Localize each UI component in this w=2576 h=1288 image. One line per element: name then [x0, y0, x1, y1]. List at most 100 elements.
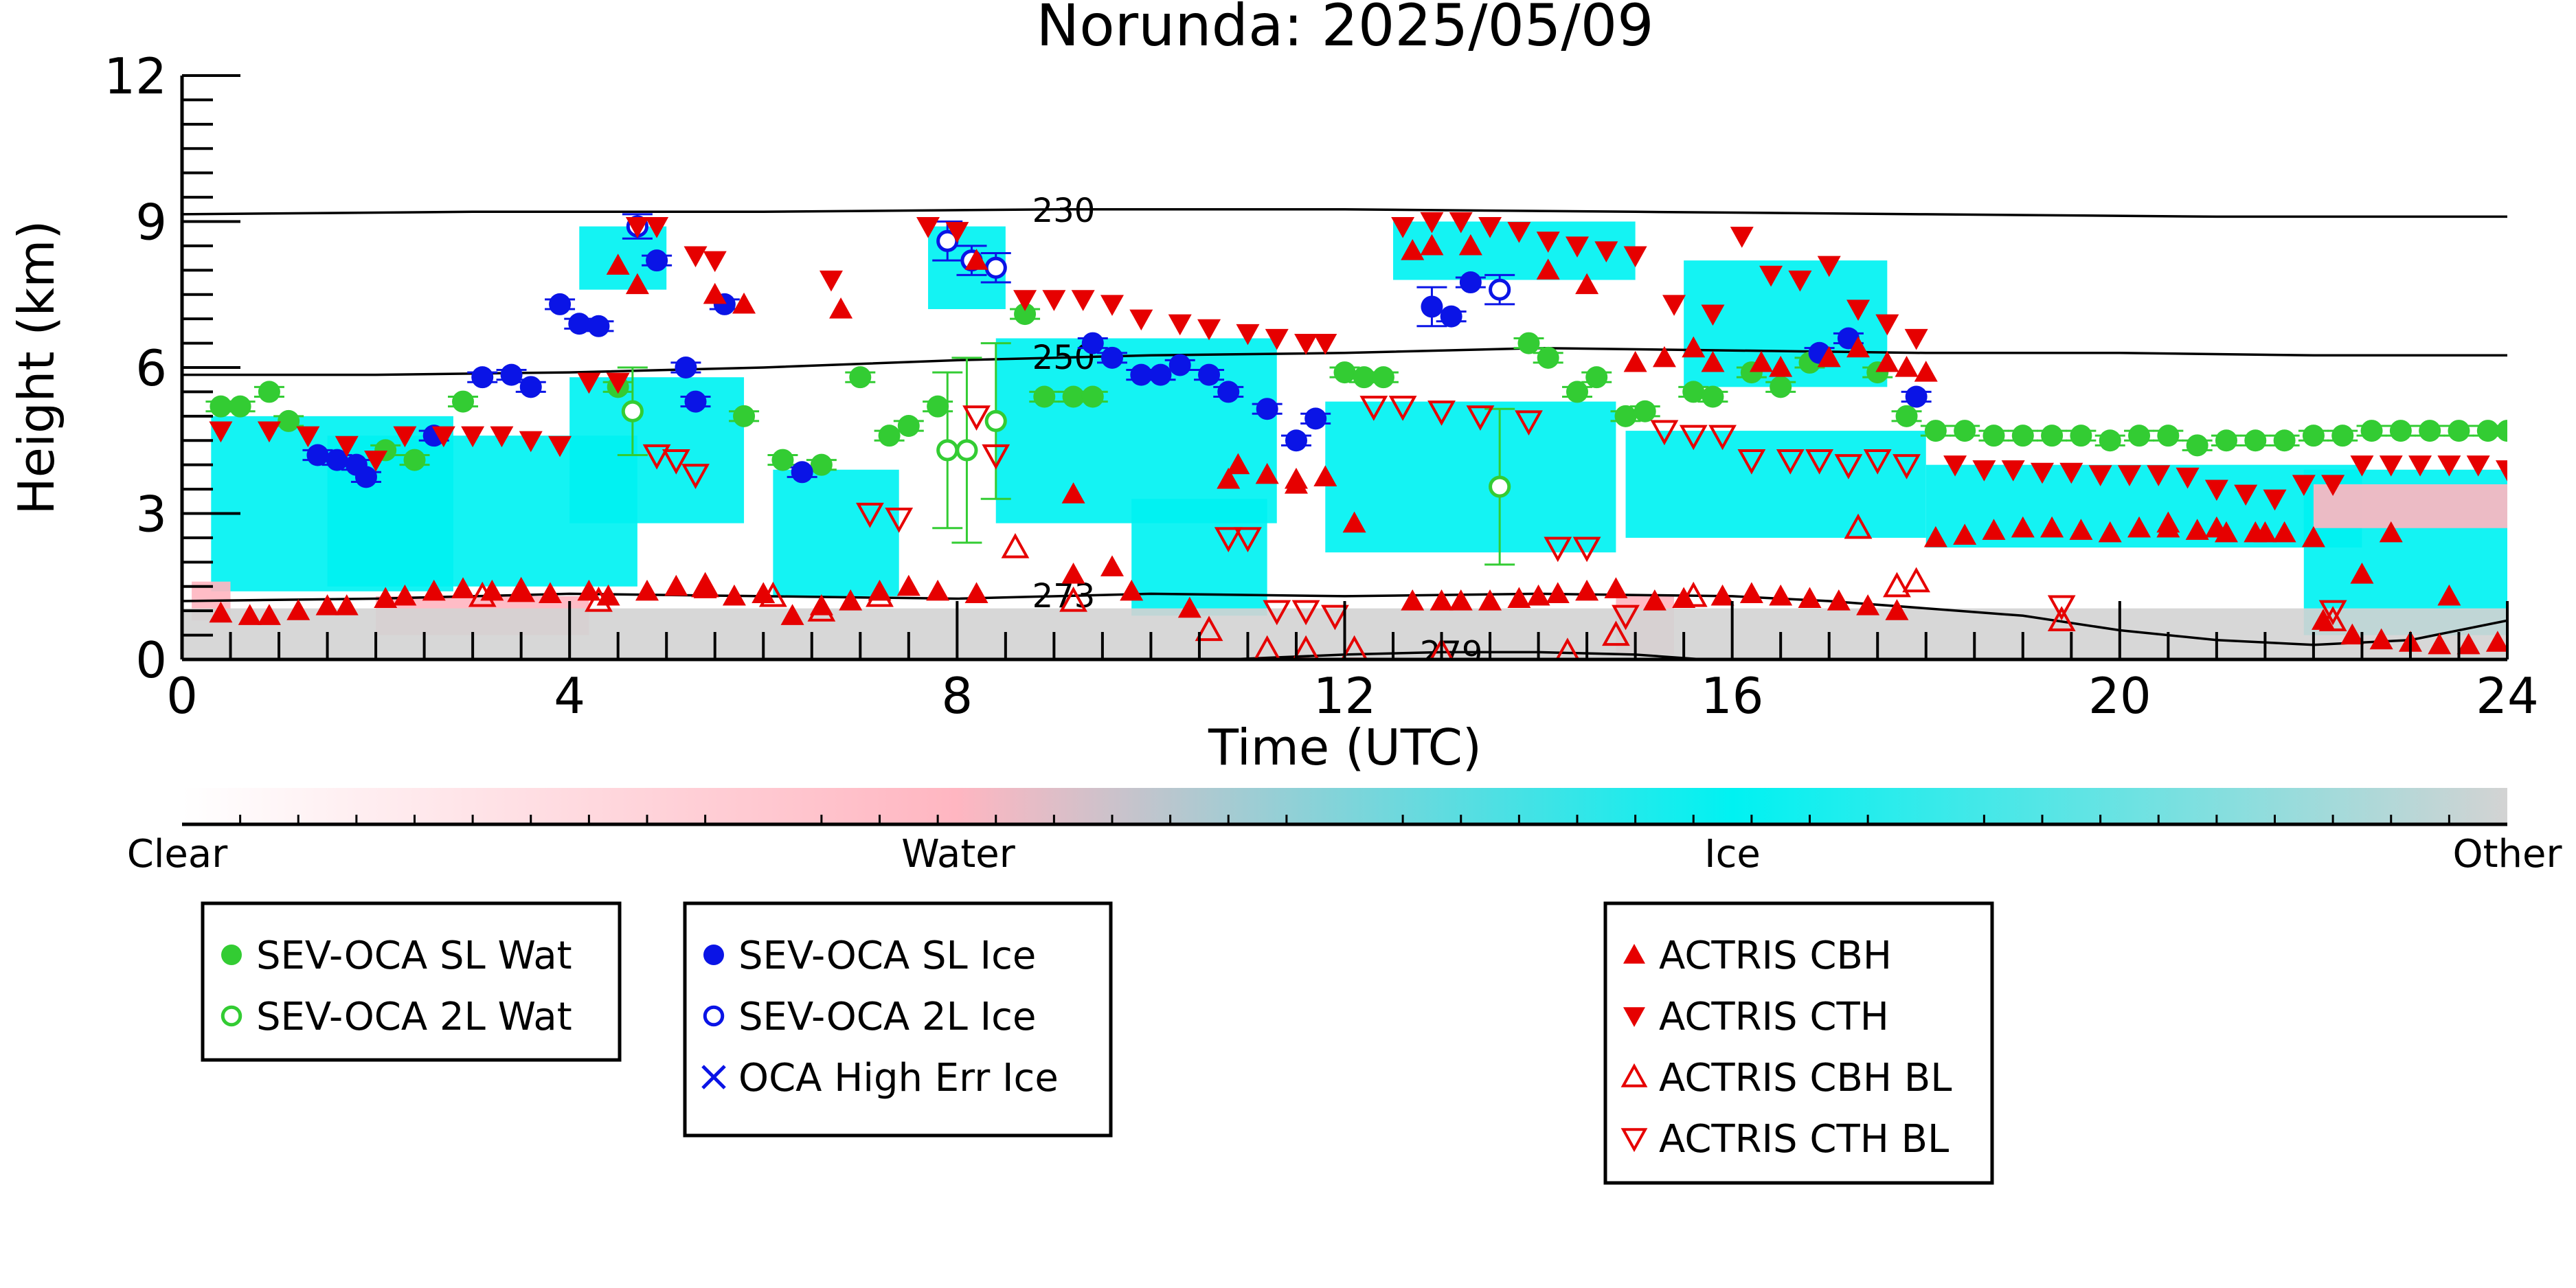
- point-actris-cbh: [964, 582, 988, 603]
- point-actris-cth: [257, 421, 281, 443]
- point-actris-cbh-bl: [1844, 513, 1873, 539]
- point-actris-cth-bl: [1291, 600, 1320, 626]
- point-actris-cbh: [2312, 609, 2336, 630]
- point-sev-oca-sl-wat: [452, 390, 475, 413]
- legend: SEV-OCA SL Wat SEV-OCA 2L Wat SEV-OCA SL I…: [201, 901, 1994, 1185]
- point-actris-cbh: [2069, 519, 2093, 540]
- colorbar: Clear Water Ice Other: [127, 788, 2562, 877]
- point-actris-cbh: [693, 577, 717, 598]
- point-actris-cbh: [1342, 511, 1366, 533]
- point-sev-oca-sl-wat: [1924, 420, 1947, 442]
- point-sev-oca-sl-wat: [2186, 434, 2208, 457]
- point-actris-cbh: [509, 579, 533, 601]
- point-sev-oca-sl-ice: [1440, 305, 1462, 328]
- point-actris-cbh: [209, 601, 233, 623]
- y-tick-label: 3: [135, 486, 167, 543]
- point-actris-cth: [2437, 455, 2461, 477]
- point-actris-cbh: [1284, 473, 1308, 494]
- point-actris-cth: [1943, 455, 1967, 477]
- legend-group-1: SEV-OCA SL Wat SEV-OCA 2L Wat: [201, 901, 622, 1062]
- point-sev-oca-sl-wat: [1033, 385, 1056, 408]
- legend-item-actris-cbh: ACTRIS CBH: [1623, 934, 1892, 978]
- point-actris-cbh: [606, 253, 630, 275]
- point-actris-cth: [645, 216, 669, 238]
- point-actris-cbh: [1798, 587, 1822, 609]
- point-actris-cbh: [2272, 521, 2296, 543]
- point-actris-cbh: [1401, 239, 1425, 260]
- point-actris-cth: [1478, 216, 1502, 238]
- point-actris-cth: [916, 216, 940, 238]
- point-actris-cth: [2379, 455, 2403, 477]
- point-actris-cth-bl: [1263, 600, 1291, 626]
- x-tick-label: 4: [554, 667, 585, 725]
- isotherm-label-279: 279: [1420, 635, 1483, 673]
- point-actris-cbh: [1604, 577, 1628, 598]
- point-actris-cth-bl: [1863, 449, 1892, 475]
- point-actris-cbh: [2098, 521, 2122, 543]
- point-actris-cbh: [752, 582, 776, 603]
- point-actris-cbh: [480, 579, 504, 601]
- point-actris-cbh: [1749, 350, 1773, 372]
- isotherm-250: [182, 346, 2507, 376]
- point-actris-cbh: [2156, 511, 2180, 533]
- x-tick-label: 20: [2088, 667, 2151, 725]
- point-sev-oca-sl-ice: [1198, 363, 1221, 386]
- point-actris-cbh: [1923, 526, 1947, 547]
- legend-label: SEV-OCA SL Ice: [738, 934, 1036, 978]
- point-sev-oca-sl-wat: [849, 366, 872, 389]
- point-sev-oca-sl-ice: [326, 449, 348, 471]
- point-actris-cth: [2204, 479, 2228, 501]
- point-actris-cth-bl: [1805, 449, 1833, 475]
- point-actris-cth: [2263, 489, 2287, 511]
- point-actris-cth: [703, 251, 727, 273]
- point-actris-cbh: [315, 594, 339, 615]
- colorbar-label-water: Water: [901, 832, 1016, 877]
- point-sev-oca-2l-ice: [984, 256, 1007, 279]
- point-sev-oca-sl-wat: [1982, 425, 2005, 447]
- point-sev-oca-sl-ice: [1256, 398, 1278, 420]
- point-actris-cbh: [829, 297, 853, 319]
- point-actris-cbh: [2301, 526, 2325, 547]
- point-actris-cth: [606, 372, 630, 394]
- legend-marker-sev-oca-2l-ice: [703, 1005, 725, 1027]
- point-actris-cth: [1566, 236, 1589, 258]
- legend-marker-oca-high-err-ice: [701, 1065, 726, 1089]
- point-actris-cbh: [1120, 579, 1144, 601]
- point-sev-oca-sl-wat: [771, 449, 794, 471]
- point-actris-cth-bl: [1388, 396, 1417, 421]
- point-sev-oca-sl-wat: [1062, 385, 1085, 408]
- point-actris-cbh-bl: [1429, 637, 1454, 659]
- point-actris-cth: [683, 246, 708, 268]
- point-sev-oca-sl-wat: [1954, 420, 1976, 442]
- legend-label: ACTRIS CTH BL: [1659, 1117, 1949, 1162]
- point-actris-cbh: [2127, 516, 2151, 538]
- legend-group-3: ACTRIS CBH ACTRIS CTH ACTRIS CBH BL ACTRIS …: [1603, 901, 1994, 1185]
- point-actris-cth: [431, 426, 455, 448]
- legend-marker-sev-oca-sl-ice: [703, 945, 724, 965]
- point-actris-cbh-bl: [468, 581, 497, 607]
- point-actris-cth-bl: [1572, 536, 1601, 563]
- legend-label: ACTRIS CTH: [1659, 995, 1889, 1039]
- point-actris-cbh: [1672, 587, 1696, 609]
- point-sev-oca-sl-wat: [2389, 420, 2412, 442]
- point-actris-cth-bl: [1612, 605, 1640, 631]
- point-sev-oca-2l-wat: [1489, 475, 1511, 498]
- point-actris-cth: [393, 426, 417, 448]
- point-sev-oca-sl-wat: [1014, 303, 1037, 326]
- point-actris-cth-bl: [1650, 420, 1679, 446]
- point-sev-oca-sl-ice: [1304, 407, 1327, 430]
- legend-label: SEV-OCA 2L Ice: [738, 995, 1036, 1039]
- point-actris-cth-bl: [1893, 454, 1921, 479]
- point-actris-cbh: [1914, 361, 1938, 382]
- cloud-region-ice: [1325, 401, 1616, 553]
- point-sev-oca-sl-wat: [810, 453, 833, 476]
- point-actris-cbh: [257, 604, 281, 625]
- point-sev-oca-2l-wat: [984, 409, 1007, 433]
- point-sev-oca-sl-wat: [2273, 429, 2296, 452]
- point-actris-cth: [1294, 333, 1318, 355]
- point-sev-oca-sl-wat: [1770, 376, 1792, 398]
- point-actris-cbh: [1100, 555, 1124, 577]
- point-actris-cbh: [1546, 582, 1570, 603]
- point-actris-cth: [2059, 462, 2083, 484]
